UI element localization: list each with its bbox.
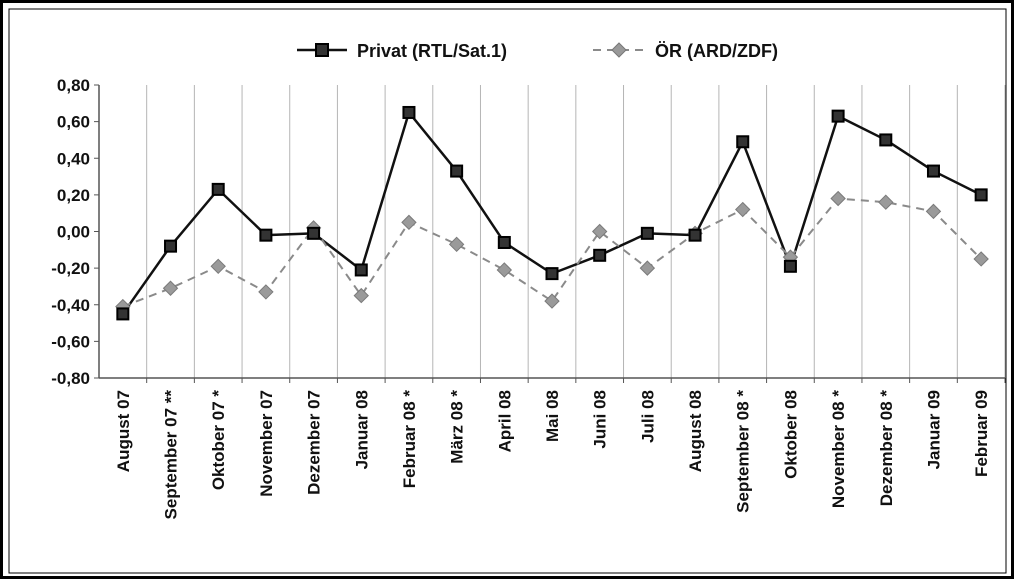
x-tick-label: November 08 * — [829, 390, 848, 508]
privat-point — [497, 235, 511, 249]
grid — [146, 85, 1006, 378]
oer-point — [830, 190, 846, 207]
legend-marker-privat — [315, 43, 329, 57]
privat-point — [879, 133, 893, 147]
y-tick-label: 0,80 — [57, 76, 90, 95]
x-tick-label: September 07 ** — [162, 390, 181, 520]
oer-point — [210, 258, 226, 275]
y-tick-label: 0,20 — [57, 186, 90, 205]
privat-point — [593, 248, 607, 262]
x-tick-label: August 08 — [686, 390, 705, 472]
oer-point — [544, 293, 560, 309]
y-tick-label: -0,60 — [51, 332, 90, 351]
oer-point — [401, 214, 417, 231]
x-axis: August 07 September 07 ** Oktober 07 * Nove… — [99, 377, 1006, 520]
x-tick-label: November 07 — [257, 390, 276, 497]
oer-point — [496, 262, 513, 278]
privat-point — [831, 109, 845, 123]
privat-point — [354, 263, 368, 277]
x-tick-label: Oktober 07 * — [209, 390, 228, 491]
privat-point — [974, 188, 988, 202]
x-tick-label: Juni 08 — [591, 390, 610, 449]
privat-point — [116, 307, 130, 321]
privat-point — [164, 239, 178, 253]
oer-point — [973, 251, 989, 267]
privat-point — [450, 164, 464, 178]
x-tick-label: Januar 09 — [924, 390, 943, 469]
privat-point — [640, 226, 654, 240]
y-axis: 0,80 0,60 0,40 0,20 0,00 -0,20 -0,40 -0,60 -0,80 — [51, 76, 100, 388]
oer-point — [639, 260, 656, 276]
y-tick-label: -0,80 — [51, 369, 90, 388]
oer-point — [925, 203, 942, 220]
legend-label-privat: Privat (RTL/Sat.1) — [357, 41, 507, 61]
x-tick-label: Februar 09 — [972, 390, 991, 477]
y-tick-label: 0,00 — [57, 223, 90, 242]
legend-marker-oer — [611, 42, 627, 58]
oer-point — [878, 194, 894, 210]
privat-point — [307, 226, 321, 240]
oer-point — [258, 284, 274, 300]
x-tick-label: März 08 * — [448, 390, 467, 464]
privat-point — [926, 164, 940, 178]
x-tick-label: Februar 08 * — [400, 390, 419, 489]
legend: Privat (RTL/Sat.1) ÖR (ARD/ZDF) — [297, 41, 778, 61]
privat-point — [211, 182, 225, 196]
oer-point — [162, 280, 179, 296]
x-tick-label: Dezember 08 * — [877, 390, 896, 507]
x-tick-label: September 08 * — [734, 390, 753, 513]
x-tick-label: Juli 08 — [638, 390, 657, 443]
x-tick-label: August 07 — [114, 390, 133, 472]
privat-point — [783, 259, 797, 273]
privat-point — [688, 228, 702, 242]
y-tick-label: 0,60 — [57, 113, 90, 132]
x-tick-label: Oktober 08 — [781, 390, 800, 479]
privat-point — [402, 105, 416, 119]
y-tick-label: -0,20 — [51, 259, 90, 278]
x-tick-label: Mai 08 — [543, 390, 562, 442]
x-tick-label: April 08 — [495, 390, 514, 452]
legend-label-oer: ÖR (ARD/ZDF) — [655, 41, 778, 61]
chart-inner-border — [8, 8, 1007, 574]
y-tick-label: 0,40 — [57, 149, 90, 168]
x-tick-label: Januar 08 — [352, 390, 371, 469]
series-layer — [115, 105, 989, 321]
y-tick-label: -0,40 — [51, 296, 90, 315]
privat-point — [259, 228, 273, 242]
privat-point — [545, 267, 559, 281]
x-tick-label: Dezember 07 — [305, 390, 324, 495]
oer-point — [591, 223, 608, 240]
oer-point — [353, 287, 369, 304]
oer-point — [448, 236, 465, 253]
privat-point — [736, 135, 750, 149]
oer-point — [735, 201, 751, 218]
